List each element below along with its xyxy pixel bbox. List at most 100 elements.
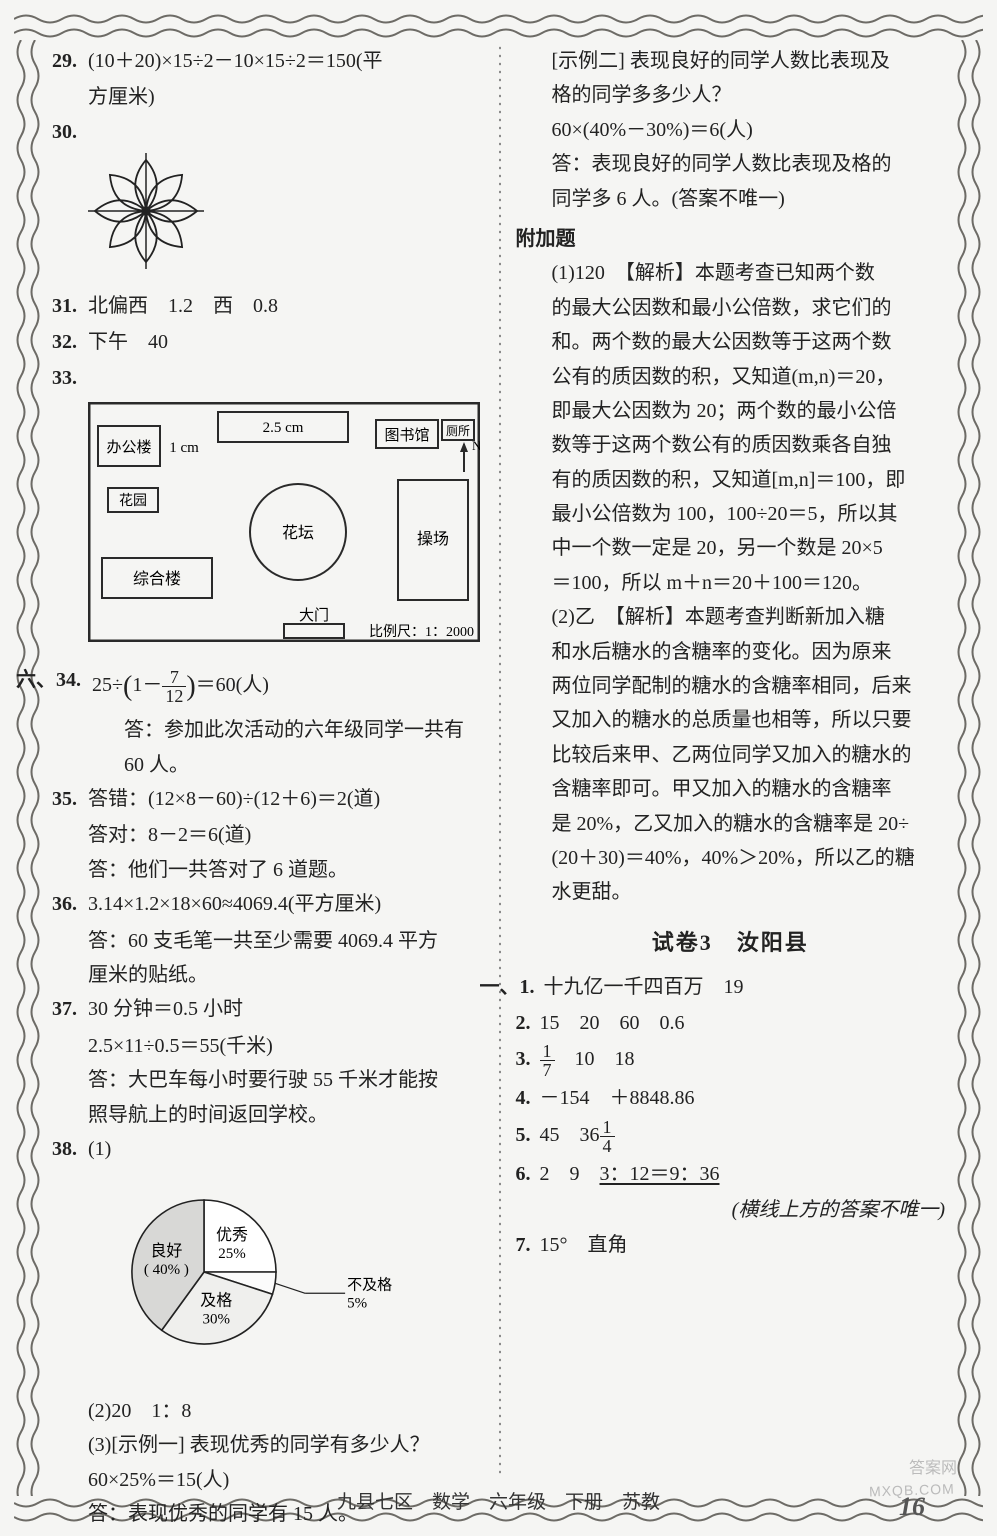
svg-text:25%: 25%: [218, 1246, 246, 1262]
b1-l1: (1)120 【解析】本题考查已知两个数: [516, 256, 946, 290]
q38: 38. (1): [52, 1132, 482, 1166]
svg-text:1 cm: 1 cm: [169, 440, 199, 456]
a3-fd: 7: [540, 1061, 555, 1079]
svg-text:( 40% ): ( 40% ): [144, 1262, 189, 1278]
q36-num: 36.: [52, 887, 88, 921]
q37-l4: 照导航上的时间返回学校。: [52, 1098, 482, 1132]
ex2-l3: 60×(40%－30%)＝6(人): [516, 113, 946, 147]
svg-text:优秀: 优秀: [216, 1226, 248, 1244]
q29-cont: 方厘米): [52, 80, 482, 114]
q29: 29. (10＋20)×15÷2－10×15÷2＝150(平: [52, 44, 482, 78]
q29-num: 29.: [52, 44, 88, 78]
q36: 36. 3.14×1.2×18×60≈4069.4(平方厘米): [52, 887, 482, 921]
a5-fd: 4: [600, 1137, 615, 1155]
svg-text:图书馆: 图书馆: [384, 427, 429, 444]
content-area: 29. (10＋20)×15÷2－10×15÷2＝150(平 方厘米) 30. …: [52, 44, 945, 1476]
q37-l3: 答：大巴车每小时要行驶 55 千米才能按: [52, 1063, 482, 1097]
a2-text: 15 20 60 0.6: [540, 1006, 946, 1040]
a6-pre: 2 9: [540, 1163, 600, 1185]
b2-l8: (20＋30)＝40%，40%＞20%，所以乙的糖: [516, 841, 946, 875]
watermark-cn: 答案网: [909, 1454, 957, 1478]
b1-l3: 和。两个数的最大公因数等于这两个数: [516, 325, 946, 359]
svg-text:综合楼: 综合楼: [133, 570, 181, 588]
svg-text:2.5 cm: 2.5 cm: [263, 420, 304, 436]
a6: 6. 2 9 3：12＝9：36: [516, 1157, 946, 1191]
b2-l4: 又加入的糖水的总质量也相等，所以只要: [516, 703, 946, 737]
a7-num: 7.: [516, 1228, 540, 1262]
q33-num: 33.: [52, 361, 88, 395]
b1-l5: 即最大公因数为 20；两个数的最小公倍: [516, 394, 946, 428]
svg-text:良好: 良好: [150, 1242, 182, 1260]
a5-num: 5.: [516, 1118, 540, 1155]
q34-fd: 12: [162, 687, 186, 705]
q36-l2: 答：60 支毛笔一共至少需要 4069.4 平方: [52, 924, 482, 958]
a5-pre: 45 36: [540, 1124, 600, 1146]
q34-ans2: 60 人。: [52, 748, 482, 782]
b1-l7: 有的质因数的积，又知道[m,n]＝100，即: [516, 463, 946, 497]
map-diagram: 办公楼1 cm2.5 cm图书馆厕所N花园花坛操场综合楼大门比例尺：1：2000: [88, 402, 480, 642]
a5-text: 45 3614: [540, 1118, 946, 1155]
ex2-l4: 答：表现良好的同学人数比表现及格的: [516, 147, 946, 181]
q37-l1: 30 分钟＝0.5 小时: [88, 992, 482, 1026]
a1-text: 十九亿一千四百万 19: [544, 970, 946, 1004]
b2-l2: 和水后糖水的含糖率的变化。因为原来: [516, 635, 946, 669]
left-column: 29. (10＋20)×15÷2－10×15÷2＝150(平 方厘米) 30. …: [52, 44, 490, 1476]
b1-l8: 最小公倍数为 100，100÷20＝5，所以其: [516, 497, 946, 531]
a3-fn: 1: [540, 1042, 555, 1061]
section-one: 一、 1. 十九亿一千四百万 19: [480, 970, 946, 1004]
a4-text: －154 ＋8848.86: [540, 1081, 946, 1115]
q35: 35. 答错：(12×8－60)÷(12＋6)＝2(道): [52, 782, 482, 816]
q34-pre: 25÷: [92, 674, 123, 696]
q35-l3: 答：他们一共答对了 6 道题。: [52, 853, 482, 887]
q37-num: 37.: [52, 992, 88, 1026]
column-divider: [499, 44, 501, 1476]
b2-l9: 水更甜。: [516, 875, 946, 909]
q38-sub2: (2)20 1：8: [52, 1394, 482, 1428]
pie-chart: 良好( 40% )优秀25%及格30%不及格5%: [112, 1172, 402, 1372]
a7-text: 15° 直角: [540, 1228, 946, 1262]
q34-ans1: 答：参加此次活动的六年级同学一共有: [52, 713, 482, 747]
svg-text:5%: 5%: [347, 1296, 367, 1312]
a2-num: 2.: [516, 1006, 540, 1040]
q38-sub1: (1): [88, 1132, 482, 1166]
q38-num: 38.: [52, 1132, 88, 1166]
watermark-url: MXQB.COM: [869, 1481, 955, 1500]
ex2-l2: 格的同学多多少人？: [516, 78, 946, 112]
a4: 4. －154 ＋8848.86: [516, 1081, 946, 1115]
q30-num: 30.: [52, 115, 88, 149]
q31-num: 31.: [52, 289, 88, 323]
svg-text:厕所: 厕所: [446, 424, 470, 438]
flower-figure: [52, 153, 482, 280]
bonus-label: 附加题: [516, 222, 946, 256]
q38-sub3a: (3)[示例一] 表现优秀的同学有多少人？: [52, 1428, 482, 1462]
ex2-l1: [示例二] 表现良好的同学人数比表现及: [516, 44, 946, 78]
q34-fn: 7: [162, 668, 186, 687]
svg-text:花坛: 花坛: [282, 524, 314, 542]
b2-l3: 两位同学配制的糖水的含糖率相同，后来: [516, 669, 946, 703]
b2-l5: 比较后来甲、乙两位同学又加入的糖水的: [516, 738, 946, 772]
a3: 3. 17 10 18: [516, 1042, 946, 1079]
a6-text: 2 9 3：12＝9：36: [540, 1157, 946, 1191]
q34-mid: 1－: [132, 674, 162, 696]
q36-l1: 3.14×1.2×18×60≈4069.4(平方厘米): [88, 887, 482, 921]
ex2-l5: 同学多 6 人。(答案不唯一): [516, 182, 946, 216]
a5-fn: 1: [600, 1118, 615, 1137]
a3-text: 17 10 18: [540, 1042, 946, 1079]
b1-l10: ＝100，所以 m＋n＝20＋100＝120。: [516, 566, 946, 600]
q35-l2: 答对：8－2＝6(道): [52, 818, 482, 852]
q33: 33.: [52, 361, 482, 395]
six-label: 六、: [16, 663, 56, 711]
q32-text: 下午 40: [88, 325, 482, 359]
b1-l4: 公有的质因数的积，又知道(m,n)＝20，: [516, 360, 946, 394]
q34-expr: 25÷(1－712)＝60(人): [92, 663, 482, 711]
one-label: 一、: [480, 970, 520, 1004]
svg-text:办公楼: 办公楼: [106, 439, 151, 456]
a2: 2. 15 20 60 0.6: [516, 1006, 946, 1040]
q36-l3: 厘米的贴纸。: [52, 958, 482, 992]
b2-l1: (2)乙 【解析】本题考查判断新加入糖: [516, 600, 946, 634]
a5: 5. 45 3614: [516, 1118, 946, 1155]
svg-text:N: N: [472, 438, 480, 453]
a3-num: 3.: [516, 1042, 540, 1079]
b2-l6: 含糖率即可。甲又加入的糖水的含糖率: [516, 772, 946, 806]
a3-rest: 10 18: [555, 1048, 635, 1070]
